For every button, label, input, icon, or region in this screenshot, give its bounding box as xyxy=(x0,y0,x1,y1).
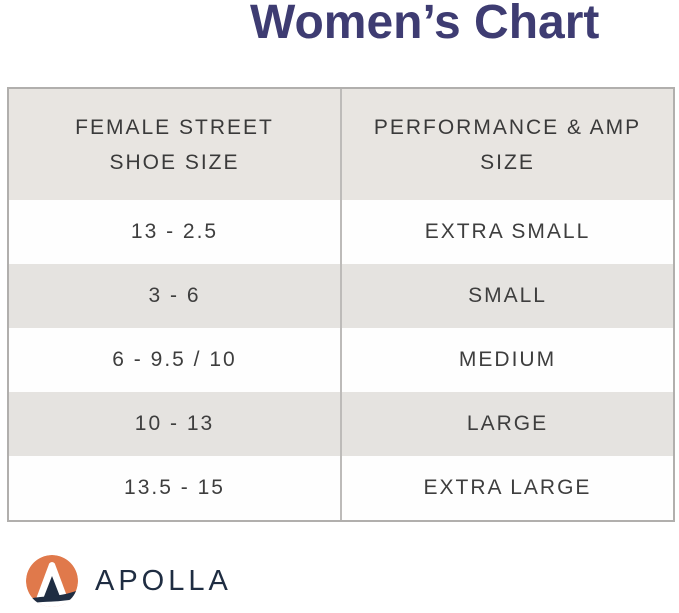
size-chart-table: FEMALE STREET SHOE SIZE PERFORMANCE & AM… xyxy=(7,87,675,522)
shoe-size-cell: 13 - 2.5 xyxy=(9,200,342,264)
column-header-line: SIZE xyxy=(480,150,535,174)
amp-size-cell: LARGE xyxy=(466,412,549,435)
shoe-size-cell: 6 - 9.5 / 10 xyxy=(9,328,342,392)
table-row: 10 - 13 LARGE xyxy=(9,392,673,456)
amp-size-cell: SMALL xyxy=(468,284,547,307)
amp-size-cell: EXTRA SMALL xyxy=(424,220,591,243)
shoe-size-cell: 13.5 - 15 xyxy=(9,456,342,520)
brand-wordmark: APOLLA xyxy=(95,564,232,597)
column-header-amp-size: PERFORMANCE & AMP SIZE xyxy=(342,89,673,200)
table-row: 6 - 9.5 / 10 MEDIUM xyxy=(9,328,673,392)
amp-size-cell: MEDIUM xyxy=(458,348,557,371)
table-header-row: FEMALE STREET SHOE SIZE PERFORMANCE & AM… xyxy=(9,89,673,200)
column-header-line: FEMALE STREET xyxy=(75,115,274,139)
column-header-line: SHOE SIZE xyxy=(109,150,240,174)
column-header-shoe-size: FEMALE STREET SHOE SIZE xyxy=(9,89,342,200)
apolla-circle-a-logo-icon xyxy=(26,555,78,607)
shoe-size-cell: 3 - 6 xyxy=(9,264,342,328)
column-header-line: PERFORMANCE & AMP xyxy=(373,115,642,139)
brand-footer: APOLLA xyxy=(26,555,232,607)
shoe-size-cell: 10 - 13 xyxy=(9,392,342,456)
table-row: 3 - 6 SMALL xyxy=(9,264,673,328)
table-row: 13.5 - 15 EXTRA LARGE xyxy=(9,456,673,520)
amp-size-cell: EXTRA LARGE xyxy=(423,476,592,499)
page-title: Women’s Chart xyxy=(250,0,600,49)
table-row: 13 - 2.5 EXTRA SMALL xyxy=(9,200,673,264)
